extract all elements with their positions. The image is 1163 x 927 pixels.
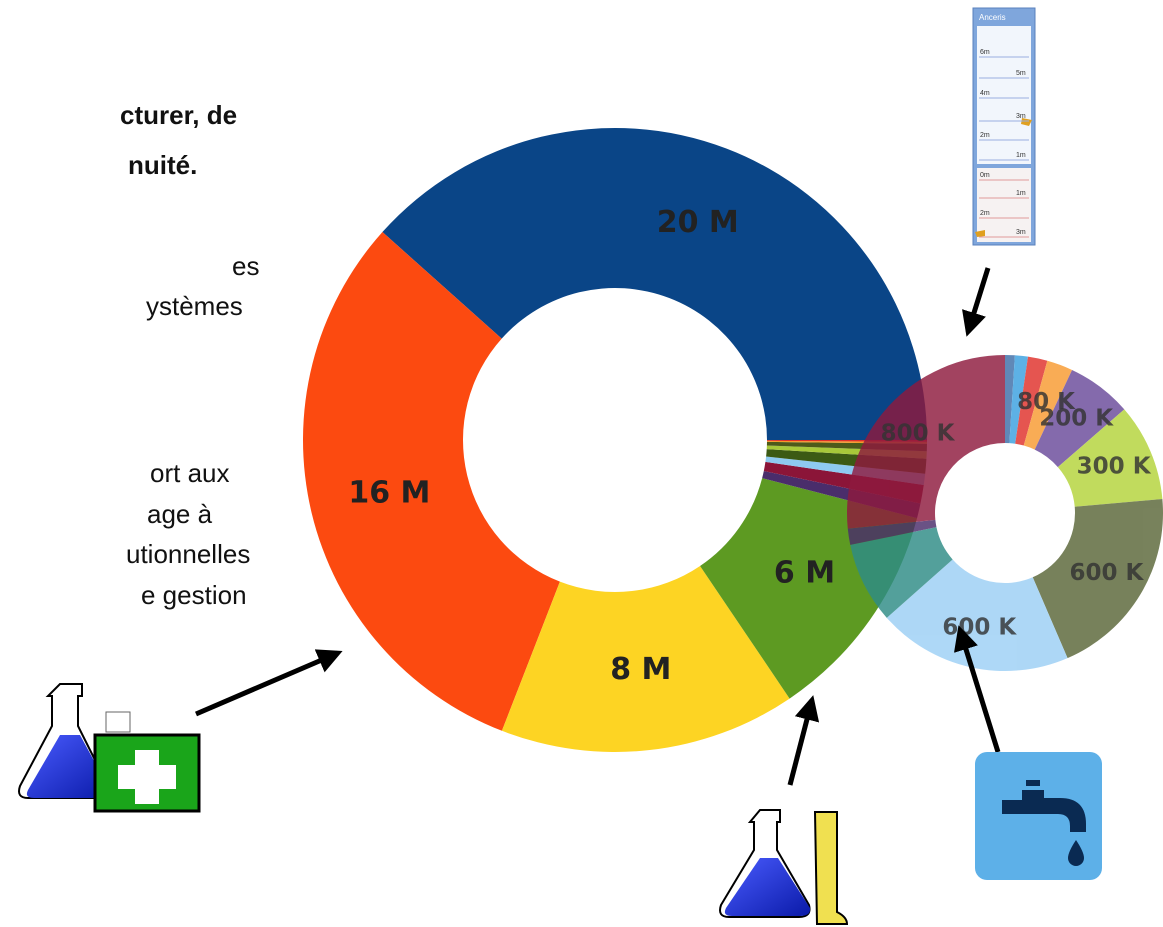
value-label: 600 K [1069,560,1144,586]
panel-label: 5m [1016,70,1026,77]
panel-label: 4m [980,90,990,97]
panel-label: 0m [980,172,990,179]
value-label: 8 M [610,652,671,687]
value-label: 600 K [942,615,1017,641]
tube [106,712,130,732]
arrow [968,268,988,332]
flask-kit-icon [19,684,199,811]
panel-title: Anceris [979,13,1006,22]
panel-label: 6m [980,49,990,56]
cylinder [815,812,847,924]
text-line: age à [147,499,213,529]
value-label: 300 K [1077,453,1152,479]
panel-label: 2m [980,210,990,217]
value-label: 20 M [657,205,739,240]
panel-label: 3m [1016,113,1026,120]
panel-label: 3m [1016,229,1026,236]
text-line: ystèmes [146,291,243,321]
tap-icon [975,752,1102,880]
value-label: 6 M [774,555,835,590]
anceris-panel: Anceris 6m 5m 4m 3m 2m 1m 0m 1m 2m 3m [973,8,1035,245]
page: 20 M16 M8 M6 M80 K200 K300 K600 K600 K80… [0,0,1163,927]
flask-icon [720,810,847,924]
text-line: es [232,251,259,281]
slide: 20 M16 M8 M6 M80 K200 K300 K600 K600 K80… [0,0,1163,927]
panel-label: 1m [1016,152,1026,159]
panel-label: 2m [980,132,990,139]
panel-label: 1m [1016,190,1026,197]
value-label: 800 K [881,420,956,446]
value-label: 16 M [348,476,430,511]
text-line: nuité. [128,150,197,180]
text-line: cturer, de [120,100,237,130]
arrow [790,700,812,785]
text-line: e gestion [141,580,247,610]
slide-text: cturer, de nuité. es ystèmes ort aux age à uti… [120,100,259,610]
text-line: ort aux [150,458,230,488]
value-label: 200 K [1039,405,1114,431]
text-line: utionnelles [126,539,250,569]
tap-handle [1026,780,1040,786]
arrow [196,653,338,714]
